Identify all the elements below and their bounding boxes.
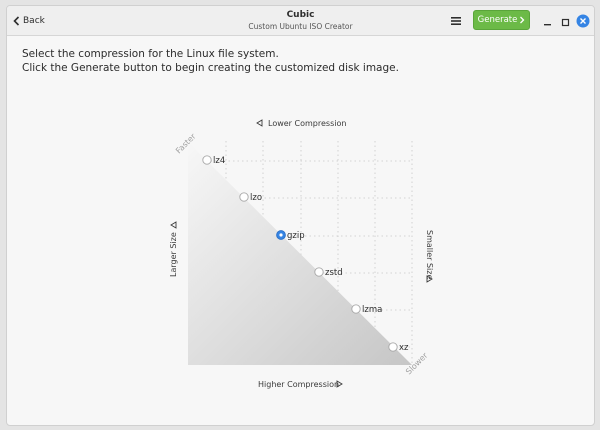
top-axis-label: Lower Compression	[256, 119, 346, 128]
minimize-button[interactable]	[541, 14, 554, 27]
radio-lz4-circle[interactable]	[202, 155, 212, 165]
radio-lz4[interactable]: lz4	[202, 155, 225, 166]
svg-text:Lower Compression: Lower Compression	[268, 119, 346, 128]
main-window: Back Cubic Custom Ubuntu ISO Creator Gen…	[6, 5, 595, 426]
compression-chart: Lower Compression Higher Compression Lar…	[169, 119, 434, 389]
maximize-icon	[561, 18, 570, 27]
left-axis-label: Larger Size	[169, 221, 178, 277]
radio-xz-circle[interactable]	[388, 342, 398, 352]
radio-xz-label: xz	[399, 343, 409, 353]
svg-text:Larger Size: Larger Size	[169, 232, 178, 277]
close-button[interactable]	[576, 13, 590, 28]
instruction-line-2: Click the Generate button to begin creat…	[22, 62, 399, 74]
hamburger-menu-icon	[451, 17, 461, 25]
maximize-button[interactable]	[559, 14, 572, 27]
chevron-right-icon	[520, 16, 525, 24]
compression-options: lz4 lzo gzip zstd lzma xz	[202, 155, 409, 353]
radio-lzma-circle[interactable]	[351, 304, 361, 314]
right-axis-label: Smaller Size	[425, 230, 434, 283]
menu-button[interactable]	[448, 13, 464, 29]
radio-lzo-label: lzo	[250, 193, 262, 203]
close-icon	[576, 14, 590, 28]
radio-gzip-dot	[279, 233, 283, 237]
svg-text:Smaller Size: Smaller Size	[425, 230, 434, 279]
instructions: Select the compression for the Linux fil…	[22, 47, 399, 75]
radio-xz[interactable]: xz	[388, 342, 409, 353]
radio-gzip[interactable]: gzip	[276, 230, 305, 241]
radio-gzip-label: gzip	[287, 231, 305, 241]
chevron-left-icon	[13, 16, 20, 26]
radio-lzma-label: lzma	[362, 305, 382, 315]
radio-lzo-circle[interactable]	[239, 192, 249, 202]
generate-label: Generate	[477, 15, 518, 25]
svg-text:Higher Compression: Higher Compression	[258, 380, 339, 389]
radio-zstd-circle[interactable]	[314, 267, 324, 277]
compression-triangle	[188, 142, 412, 365]
radio-zstd[interactable]: zstd	[314, 267, 343, 278]
back-button[interactable]: Back	[13, 12, 45, 30]
radio-lzma[interactable]: lzma	[351, 304, 383, 315]
instruction-line-1: Select the compression for the Linux fil…	[22, 48, 279, 60]
radio-zstd-label: zstd	[325, 268, 343, 278]
radio-lz4-label: lz4	[213, 156, 225, 166]
bottom-axis-label: Higher Compression	[258, 380, 343, 389]
minimize-icon	[544, 24, 551, 26]
radio-lzo[interactable]: lzo	[239, 192, 262, 203]
back-label: Back	[23, 16, 45, 26]
generate-button[interactable]: Generate	[473, 10, 530, 30]
